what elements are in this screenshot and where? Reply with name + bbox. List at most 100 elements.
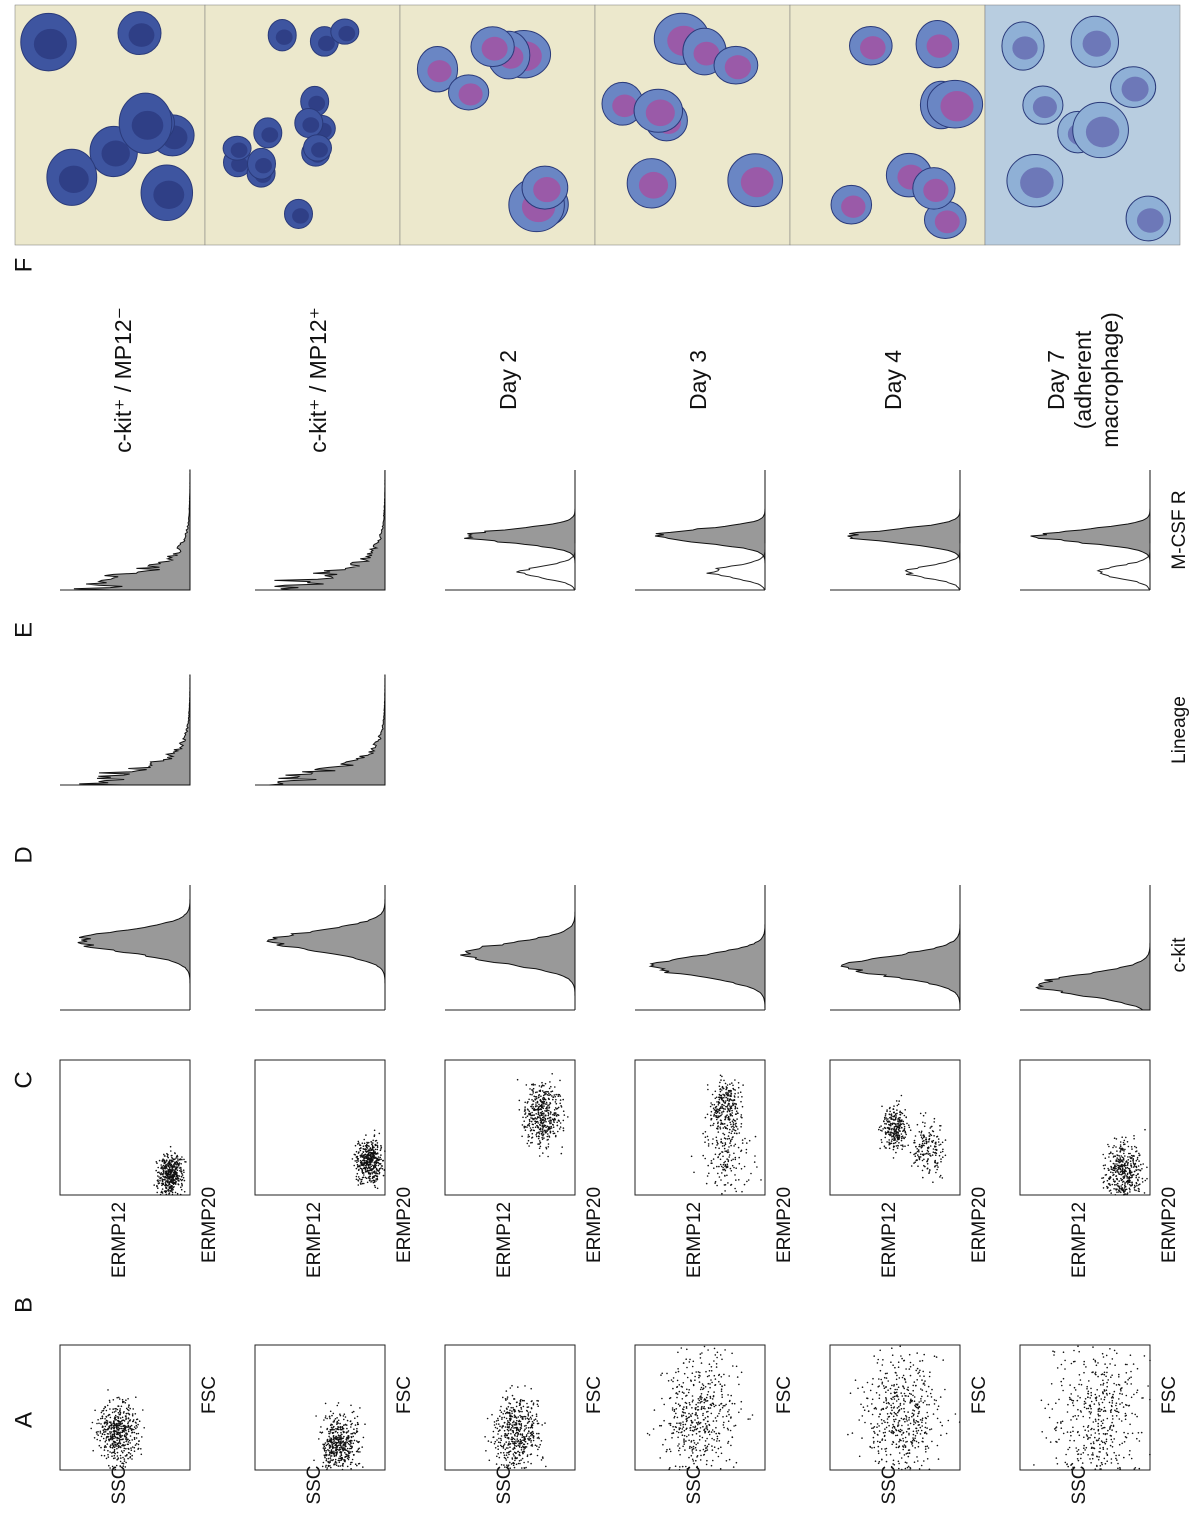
scatter-dot (723, 1169, 725, 1171)
scatter-dot (369, 1178, 371, 1180)
scatter-dot (1099, 1411, 1101, 1413)
scatter-dot (692, 1366, 694, 1368)
scatter-dot (524, 1385, 526, 1387)
axis-label: ERMP20 (584, 1187, 605, 1263)
scatter-dot (536, 1400, 538, 1402)
scatter-dot (925, 1417, 927, 1419)
scatter-dot (104, 1418, 106, 1420)
scatter-dot (924, 1126, 926, 1128)
scatter-dot (915, 1146, 917, 1148)
scatter-dot (893, 1116, 895, 1118)
scatter-dot (535, 1104, 537, 1106)
scatter-dot (175, 1171, 177, 1173)
scatter-dot (908, 1419, 910, 1421)
scatter-dot (924, 1432, 926, 1434)
scatter-dot (721, 1385, 723, 1387)
scatter-dot (363, 1145, 365, 1147)
scatter-dot (138, 1444, 140, 1446)
scatter-dot (930, 1155, 932, 1157)
scatter-dot (722, 1094, 724, 1096)
scatter-dot (1118, 1374, 1120, 1376)
scatter-dot (708, 1173, 710, 1175)
scatter-dot (362, 1164, 364, 1166)
scatter-dot (506, 1390, 508, 1392)
scatter-dot (488, 1440, 490, 1442)
scatter-dot (895, 1117, 897, 1119)
scatter-dot (867, 1405, 869, 1407)
scatter-dot (653, 1428, 655, 1430)
scatter-dot (898, 1361, 900, 1363)
scatter-dot (381, 1165, 383, 1167)
scatter-dot (679, 1466, 681, 1468)
scatter-dot (170, 1171, 172, 1173)
scatter-dot (536, 1132, 538, 1134)
scatter-dot (697, 1424, 699, 1426)
scatter-dot (889, 1108, 891, 1110)
scatter-dot (523, 1446, 525, 1448)
scatter-dot (679, 1391, 681, 1393)
scatter-dot (712, 1138, 714, 1140)
scatter-dot (897, 1120, 899, 1122)
scatter-dot (688, 1440, 690, 1442)
scatter-dot (340, 1452, 342, 1454)
scatter-dot (521, 1449, 523, 1451)
scatter-dot (533, 1437, 535, 1439)
scatter-dot (511, 1424, 513, 1426)
scatter-dot (350, 1433, 352, 1435)
scatter-dot (374, 1164, 376, 1166)
scatter-dot (533, 1422, 535, 1424)
scatter-dot (507, 1457, 509, 1459)
scatter-dot (520, 1416, 522, 1418)
scatter-dot (895, 1142, 897, 1144)
scatter-dot (713, 1404, 715, 1406)
scatter-dot (732, 1105, 734, 1107)
scatter-dot (172, 1192, 174, 1194)
scatter-dot (526, 1436, 528, 1438)
scatter-dot (895, 1115, 897, 1117)
scatter-dot (710, 1119, 712, 1121)
scatter-dot (668, 1468, 670, 1470)
scatter-dot (1095, 1361, 1097, 1363)
scatter-dot (114, 1455, 116, 1457)
scatter-dot (167, 1157, 169, 1159)
scatter-dot (884, 1432, 886, 1434)
scatter-dot (888, 1134, 890, 1136)
scatter-dot (717, 1438, 719, 1440)
scatter-dot (1096, 1400, 1098, 1402)
scatter-dot (735, 1191, 737, 1193)
scatter-dot (914, 1140, 916, 1142)
scatter-dot (1103, 1419, 1105, 1421)
scatter-dot (908, 1449, 910, 1451)
scatter-dot (521, 1408, 523, 1410)
scatter-dot (720, 1159, 722, 1161)
scatter-dot (904, 1136, 906, 1138)
scatter-dot (690, 1414, 692, 1416)
scatter-dot (328, 1458, 330, 1460)
scatter-dot (723, 1097, 725, 1099)
scatter-dot (98, 1423, 100, 1425)
scatter-dot (677, 1352, 679, 1354)
scatter-dot (528, 1436, 530, 1438)
scatter-dot (356, 1151, 358, 1153)
scatter-dot (331, 1444, 333, 1446)
scatter-dot (893, 1111, 895, 1113)
scatter-dot (349, 1448, 351, 1450)
scatter-dot (895, 1372, 897, 1374)
scatter-dot (114, 1450, 116, 1452)
scatter-dot (731, 1170, 733, 1172)
scatter-dot (919, 1468, 921, 1470)
scatter-dot (156, 1162, 158, 1164)
scatter-dot (119, 1433, 121, 1435)
scatter-dot (542, 1098, 544, 1100)
scatter-dot (122, 1430, 124, 1432)
scatter-dot (497, 1453, 499, 1455)
scatter-dot (1118, 1398, 1120, 1400)
scatter-dot (716, 1420, 718, 1422)
scatter-dot (530, 1440, 532, 1442)
scatter-dot (1119, 1418, 1121, 1420)
scatter-dot (922, 1389, 924, 1391)
scatter-dot (543, 1095, 545, 1097)
scatter-dot (539, 1124, 541, 1126)
scatter-dot (120, 1439, 122, 1441)
scatter-dot (520, 1421, 522, 1423)
